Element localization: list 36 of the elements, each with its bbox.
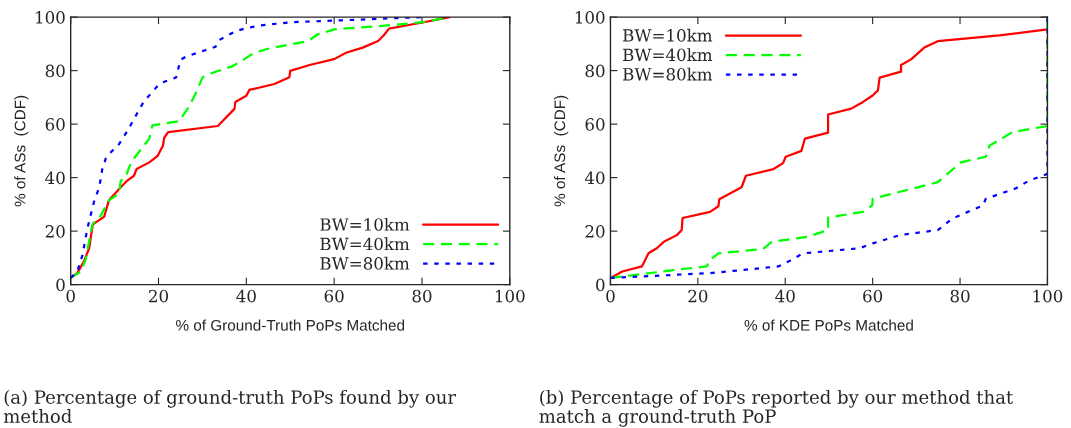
x-tick-label: 80: [412, 289, 432, 303]
x-tick-label: 80: [950, 289, 970, 303]
y-tick-label: 80: [585, 64, 605, 78]
y-tick-label: 100: [575, 11, 605, 24]
x-tick-label: 100: [1033, 289, 1063, 303]
y-tick-label: 60: [585, 118, 605, 131]
x-tick-label: 20: [149, 289, 169, 303]
y-tick-label: 40: [45, 171, 65, 185]
y-tick-label: 0: [596, 278, 605, 292]
y-tick-label: 20: [45, 225, 65, 238]
y-axis-title: % of ASs (CDF): [554, 95, 569, 207]
text: (a) Percentage of ground-truth PoPs found by our method: [3, 389, 456, 423]
y-tick-label: 100: [36, 11, 65, 24]
x-axis-title: % of KDE PoPs Matched: [744, 319, 913, 331]
text: (b) Percentage of PoPs reported by our method that match a ground-truth PoP: [539, 389, 1014, 427]
y-tick-label: 20: [585, 225, 605, 238]
legend-label: BW=10km: [320, 217, 410, 231]
y-tick-label: 40: [584, 171, 605, 185]
y-tick-label: 80: [45, 64, 65, 78]
x-tick-label: 60: [324, 289, 344, 303]
legend-label: BW=80km: [623, 67, 713, 81]
x-tick-label: 40: [236, 289, 256, 303]
y-tick-label: 0: [56, 278, 65, 292]
y-axis-title: % of ASs (CDF): [14, 95, 29, 207]
x-tick-label: 40: [775, 289, 795, 303]
y-tick-label: 60: [45, 118, 65, 131]
legend-label: BW=40km: [623, 48, 713, 62]
x-tick-label: 0: [606, 289, 615, 303]
legend-label: BW=40km: [320, 237, 410, 251]
x-axis-title: % of Ground-Truth PoPs Matched: [176, 319, 405, 331]
x-tick-label: 20: [688, 289, 708, 303]
x-tick-label: 0: [66, 289, 75, 303]
legend-label: BW=10km: [623, 28, 713, 42]
legend-label: BW=80km: [320, 256, 410, 270]
x-tick-label: 60: [863, 289, 883, 303]
x-tick-label: 100: [495, 289, 525, 303]
